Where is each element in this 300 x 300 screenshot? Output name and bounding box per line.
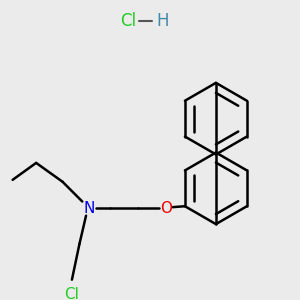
Text: O: O <box>160 201 172 216</box>
Text: Cl: Cl <box>64 287 80 300</box>
Text: Cl: Cl <box>120 12 136 30</box>
Text: N: N <box>83 201 94 216</box>
Text: H: H <box>156 12 169 30</box>
